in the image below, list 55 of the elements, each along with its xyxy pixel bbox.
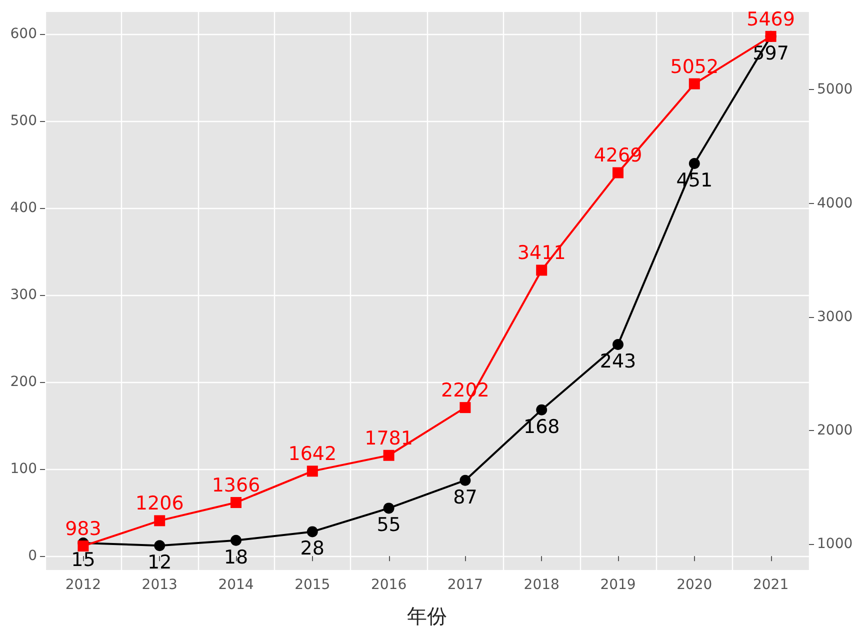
point	[688, 78, 700, 90]
y-tick-label: 600	[10, 26, 37, 42]
point	[78, 540, 89, 552]
x-tick-label: 2021	[752, 577, 789, 593]
point	[460, 402, 471, 414]
point	[612, 339, 624, 350]
data-label: 12	[148, 552, 172, 574]
point	[536, 264, 548, 276]
data-label: 1366	[212, 474, 260, 497]
y-tick-label: 0	[28, 548, 37, 564]
y-tick-label: 400	[10, 200, 37, 216]
point	[383, 450, 394, 461]
data-label: 87	[453, 486, 478, 508]
x-axis-title: 年份	[407, 604, 447, 628]
x-tick-label: 2014	[218, 577, 254, 593]
point	[154, 515, 166, 526]
data-label: 168	[523, 416, 560, 438]
y-tick-label: 100	[10, 461, 37, 478]
data-label: 5469	[746, 8, 795, 30]
point	[460, 474, 471, 486]
y2-tick-label: 5000	[817, 82, 853, 98]
y2-tick-label: 3000	[817, 308, 853, 325]
data-label: 983	[65, 518, 102, 540]
data-label: 18	[224, 546, 248, 568]
data-label: 1642	[288, 443, 337, 466]
point	[612, 167, 624, 178]
x-tick-label: 2013	[142, 577, 178, 593]
x-tick-label: 2019	[600, 577, 636, 593]
data-label: 1206	[135, 492, 184, 515]
y2-tick-label: 4000	[817, 195, 853, 212]
point	[536, 404, 548, 416]
x-tick-label: 2012	[65, 577, 102, 593]
point	[230, 497, 242, 508]
point	[383, 502, 394, 514]
point	[306, 466, 318, 477]
point	[230, 534, 242, 546]
x-tick-label: 2020	[676, 577, 712, 593]
point	[154, 540, 166, 552]
data-label: 243	[600, 350, 636, 373]
point	[306, 526, 318, 538]
x-tick-label: 2017	[447, 577, 484, 593]
data-label: 55	[376, 514, 401, 536]
data-label: 1781	[364, 427, 413, 450]
x-tick-label: 2018	[524, 577, 560, 593]
data-label: 5052	[670, 56, 719, 78]
y-tick-label: 200	[10, 374, 37, 390]
point	[688, 158, 700, 169]
x-tick-label: 2015	[294, 577, 330, 593]
y2-tick-label: 2000	[817, 422, 853, 438]
data-label: 15	[71, 549, 96, 572]
x-tick-label: 2016	[370, 577, 407, 593]
y-tick-label: 500	[10, 112, 37, 129]
y-tick-label: 300	[10, 286, 37, 303]
y2-tick-label: 1000	[817, 536, 853, 552]
data-label: 28	[300, 538, 324, 560]
